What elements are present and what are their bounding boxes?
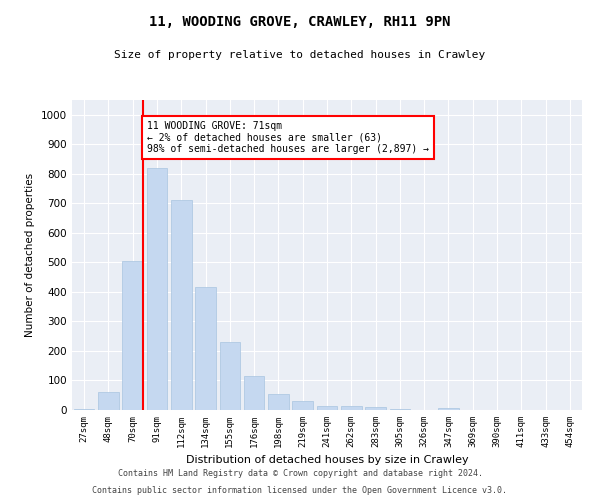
Text: Contains HM Land Registry data © Crown copyright and database right 2024.: Contains HM Land Registry data © Crown c… <box>118 468 482 477</box>
Bar <box>220 342 240 410</box>
Text: 11 WOODING GROVE: 71sqm
← 2% of detached houses are smaller (63)
98% of semi-det: 11 WOODING GROVE: 71sqm ← 2% of detached… <box>146 120 428 154</box>
Bar <box>244 376 265 410</box>
Bar <box>389 408 410 410</box>
Bar <box>292 401 313 410</box>
Bar <box>98 392 119 410</box>
Y-axis label: Number of detached properties: Number of detached properties <box>25 173 35 337</box>
Bar <box>74 408 94 410</box>
Bar <box>122 261 143 410</box>
Bar <box>146 168 167 410</box>
Bar <box>365 407 386 410</box>
X-axis label: Distribution of detached houses by size in Crawley: Distribution of detached houses by size … <box>185 456 469 466</box>
Bar <box>171 200 191 410</box>
Text: Contains public sector information licensed under the Open Government Licence v3: Contains public sector information licen… <box>92 486 508 495</box>
Text: 11, WOODING GROVE, CRAWLEY, RH11 9PN: 11, WOODING GROVE, CRAWLEY, RH11 9PN <box>149 15 451 29</box>
Bar <box>195 288 216 410</box>
Bar <box>317 406 337 410</box>
Bar <box>341 406 362 410</box>
Bar <box>438 408 459 410</box>
Text: Size of property relative to detached houses in Crawley: Size of property relative to detached ho… <box>115 50 485 60</box>
Bar <box>268 394 289 410</box>
